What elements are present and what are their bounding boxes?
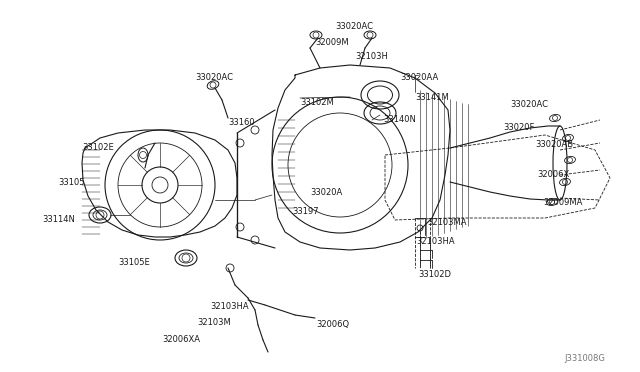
Text: 33140N: 33140N [383, 115, 416, 124]
Text: 33197: 33197 [292, 207, 319, 216]
Text: 33114N: 33114N [42, 215, 75, 224]
Text: 33102E: 33102E [82, 143, 114, 152]
Text: 33020AC: 33020AC [510, 100, 548, 109]
Text: 33020AB: 33020AB [535, 140, 573, 149]
Text: 33102D: 33102D [418, 270, 451, 279]
Text: 33020AC: 33020AC [195, 73, 233, 82]
Text: 32009M: 32009M [315, 38, 349, 47]
Text: 32006Q: 32006Q [316, 320, 349, 329]
Text: 32103MA: 32103MA [427, 218, 467, 227]
Text: 32009MA: 32009MA [543, 198, 582, 207]
Text: J331008G: J331008G [564, 354, 605, 363]
Text: 33141M: 33141M [415, 93, 449, 102]
Text: 33020AC: 33020AC [335, 22, 373, 31]
Text: 33105E: 33105E [118, 258, 150, 267]
Text: 33160: 33160 [228, 118, 255, 127]
Text: 32103M: 32103M [197, 318, 231, 327]
Text: 33020F: 33020F [503, 123, 534, 132]
Text: 33020AA: 33020AA [400, 73, 438, 82]
Text: 32006X: 32006X [537, 170, 569, 179]
Text: 33102M: 33102M [300, 98, 333, 107]
Text: 33105: 33105 [58, 178, 84, 187]
Text: 32103HA: 32103HA [416, 237, 454, 246]
Text: 33020A: 33020A [310, 188, 342, 197]
Text: 32103H: 32103H [355, 52, 388, 61]
Text: 32103HA: 32103HA [210, 302, 248, 311]
Text: 32006XA: 32006XA [162, 335, 200, 344]
